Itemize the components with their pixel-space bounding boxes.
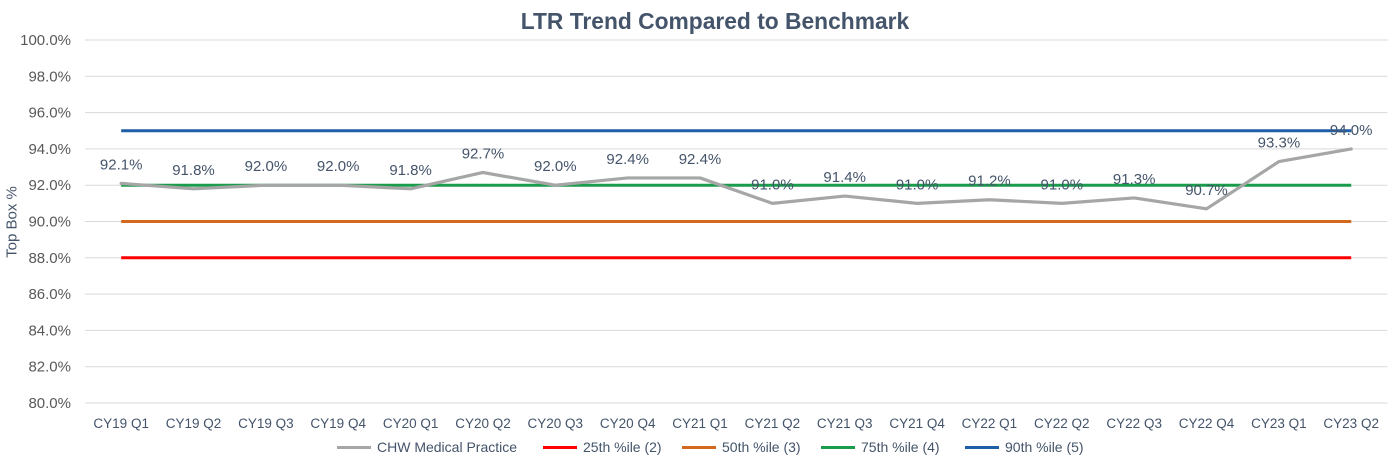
svg-text:CY20 Q4: CY20 Q4 [600,416,656,431]
svg-text:CY20 Q3: CY20 Q3 [528,416,584,431]
svg-text:92.0%: 92.0% [534,158,577,175]
svg-text:80.0%: 80.0% [28,395,71,412]
svg-text:CY23 Q1: CY23 Q1 [1251,416,1307,431]
svg-text:90.0%: 90.0% [28,214,71,231]
svg-text:91.8%: 91.8% [172,162,215,179]
svg-text:CY23 Q2: CY23 Q2 [1323,416,1379,431]
svg-text:96.0%: 96.0% [28,105,71,122]
svg-text:91.4%: 91.4% [823,169,866,186]
svg-text:CY22 Q2: CY22 Q2 [1034,416,1090,431]
svg-text:CY21 Q1: CY21 Q1 [672,416,728,431]
svg-text:CY20 Q1: CY20 Q1 [383,416,439,431]
svg-text:92.4%: 92.4% [606,151,649,168]
svg-text:94.0%: 94.0% [28,141,71,158]
svg-text:91.0%: 91.0% [751,176,794,193]
svg-text:91.2%: 91.2% [968,173,1011,190]
svg-text:86.0%: 86.0% [28,286,71,303]
svg-text:92.0%: 92.0% [317,158,360,175]
svg-text:92.0%: 92.0% [245,158,288,175]
svg-text:92.1%: 92.1% [100,156,143,173]
svg-text:94.0%: 94.0% [1330,122,1373,139]
svg-text:CY19 Q1: CY19 Q1 [93,416,149,431]
svg-text:CY22 Q1: CY22 Q1 [962,416,1018,431]
svg-text:91.0%: 91.0% [896,176,939,193]
svg-text:92.4%: 92.4% [679,151,722,168]
svg-text:84.0%: 84.0% [28,322,71,339]
svg-text:CY21 Q4: CY21 Q4 [889,416,945,431]
svg-text:90.7%: 90.7% [1185,182,1228,199]
svg-text:91.8%: 91.8% [389,162,432,179]
svg-text:88.0%: 88.0% [28,250,71,267]
svg-text:91.0%: 91.0% [1041,176,1084,193]
svg-text:CY19 Q4: CY19 Q4 [310,416,366,431]
svg-text:CY22 Q4: CY22 Q4 [1179,416,1235,431]
svg-text:CY21 Q2: CY21 Q2 [745,416,801,431]
svg-text:98.0%: 98.0% [28,68,71,85]
svg-text:92.0%: 92.0% [28,177,71,194]
svg-text:CY22 Q3: CY22 Q3 [1106,416,1162,431]
svg-text:CY19 Q2: CY19 Q2 [166,416,222,431]
svg-text:CY20 Q2: CY20 Q2 [455,416,511,431]
svg-text:91.3%: 91.3% [1113,171,1156,188]
svg-text:93.3%: 93.3% [1258,135,1301,152]
svg-text:CY19 Q3: CY19 Q3 [238,416,294,431]
svg-text:CY21 Q3: CY21 Q3 [817,416,873,431]
svg-text:82.0%: 82.0% [28,359,71,376]
svg-text:92.7%: 92.7% [462,146,505,163]
